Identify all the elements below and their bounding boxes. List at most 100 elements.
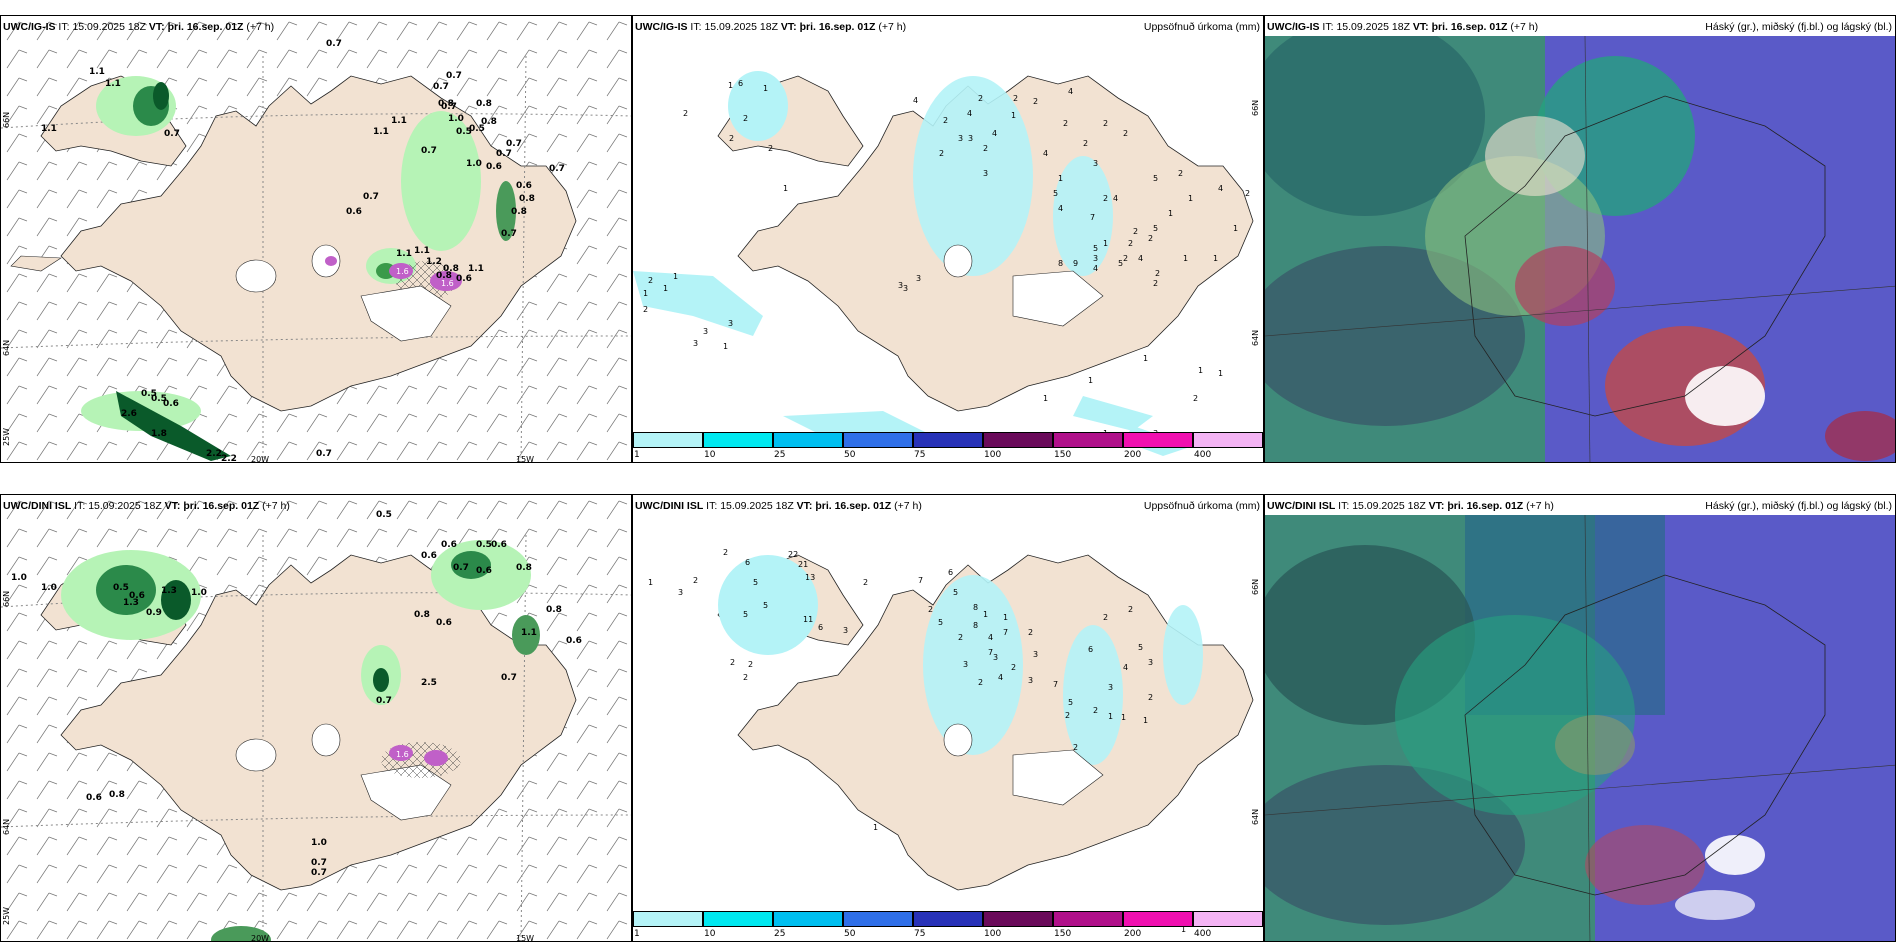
svg-text:5: 5 [938,618,943,627]
svg-text:0.7: 0.7 [433,82,449,92]
svg-text:1.6: 1.6 [396,267,409,276]
svg-text:0.6: 0.6 [491,540,507,550]
svg-text:3: 3 [678,588,683,597]
svg-text:4: 4 [988,633,993,642]
svg-text:0.7: 0.7 [311,868,327,878]
svg-text:0.7: 0.7 [501,673,517,683]
panel-title: Háský (gr.), miðský (fj.bl.) og lágský (… [1705,21,1892,33]
svg-text:1.3: 1.3 [161,586,177,596]
svg-text:5: 5 [1153,174,1158,183]
svg-text:0.7: 0.7 [441,102,457,112]
panel-header: UWC/DINI ISL IT: 15.09.2025 18Z VT: þri.… [635,500,922,512]
svg-text:7: 7 [1090,213,1095,222]
svg-text:64N: 64N [1251,330,1260,346]
precip-value-labels: 1.1 1.1 1.1 0.7 0.7 0.7 0.7 0.8 1.1 1.1 … [41,39,565,463]
svg-text:2: 2 [1153,279,1158,288]
svg-text:2: 2 [683,109,688,118]
svg-text:2: 2 [730,658,735,667]
svg-text:2: 2 [1093,706,1098,715]
svg-text:2: 2 [1148,693,1153,702]
svg-text:2: 2 [1123,254,1128,263]
svg-text:2: 2 [1123,129,1128,138]
svg-text:8: 8 [973,603,978,612]
svg-text:1.6: 1.6 [396,750,409,759]
colorbar-tick: 200 [1124,929,1142,939]
svg-text:1: 1 [1088,376,1093,385]
colorbar-tick: 75 [914,450,926,460]
panel-title: Uppsöfnuð úrkoma (mm) [1143,21,1260,33]
svg-text:0.5: 0.5 [151,394,167,404]
svg-text:3: 3 [1033,650,1038,659]
svg-text:0.5: 0.5 [113,583,129,593]
svg-text:2: 2 [1063,119,1068,128]
svg-text:0.5: 0.5 [141,389,157,399]
svg-text:66N: 66N [1251,579,1260,595]
svg-text:66N: 66N [2,591,11,607]
svg-text:2: 2 [748,660,753,669]
svg-text:0.8: 0.8 [476,99,492,109]
svg-text:2: 2 [1128,605,1133,614]
svg-text:0.6: 0.6 [436,618,452,628]
svg-text:0.5: 0.5 [469,124,485,134]
svg-text:0.5: 0.5 [476,540,492,550]
svg-text:0.8: 0.8 [443,264,459,274]
cloud-cover-map [1265,515,1895,941]
panel-top-mid-accum-precip: UWC/IG-IS IT: 15.09.2025 18Z VT: þri. 16… [632,15,1264,463]
svg-text:0.9: 0.9 [146,608,162,618]
svg-text:7: 7 [988,648,993,657]
svg-text:2: 2 [723,548,728,557]
svg-text:2: 2 [978,94,983,103]
panel-header: UWC/IG-IS IT: 15.09.2025 18Z VT: þri. 16… [635,21,907,33]
svg-text:2: 2 [648,276,653,285]
svg-text:2.5: 2.5 [421,678,437,688]
svg-text:2: 2 [1178,169,1183,178]
colorbar-tick: 10 [704,450,716,460]
svg-text:1: 1 [663,284,668,293]
colorbar-cell [983,432,1053,448]
svg-text:3: 3 [993,653,998,662]
svg-text:0.7: 0.7 [311,858,327,868]
svg-text:0.8: 0.8 [109,790,125,800]
svg-text:0.6: 0.6 [441,540,457,550]
precip-colorbar: 1 10 25 50 75 100 150 200 400 [633,432,1263,462]
svg-text:2: 2 [943,116,948,125]
svg-text:3: 3 [1108,683,1113,692]
svg-text:2: 2 [693,576,698,585]
accum-precip-map: 2 6 1 1 2 2 2 1 4 2 2 4 2 1 2 2 4 2 3 4 … [633,71,1260,456]
svg-text:5: 5 [753,578,758,587]
svg-text:2: 2 [1011,663,1016,672]
colorbar-cell [843,432,913,448]
panel-bot-left-precip-wind: UWC/DINI ISL IT: 15.09.2025 18Z VT: þri.… [0,494,632,942]
svg-text:3: 3 [1093,159,1098,168]
svg-text:2.2: 2.2 [206,449,222,459]
colorbar-tick: 150 [1054,929,1072,939]
panel-bot-right-clouds: UWC/DINI ISL IT: 15.09.2025 18Z VT: þri.… [1264,494,1896,942]
accum-value-labels: 2 6 1 1 2 2 2 1 4 2 2 4 2 1 2 2 4 2 3 4 … [643,79,1250,438]
svg-text:4: 4 [1138,254,1143,263]
panel-header: UWC/DINI ISL IT: 15.09.2025 18Z VT: þri.… [3,500,290,512]
svg-text:0.8: 0.8 [414,610,430,620]
panel-header: UWC/IG-IS IT: 15.09.2025 18Z VT: þri. 16… [1267,21,1539,33]
svg-text:4: 4 [913,96,918,105]
panel-header: UWC/IG-IS IT: 15.09.2025 18Z VT: þri. 16… [3,21,275,33]
svg-text:0.6: 0.6 [476,566,492,576]
svg-text:2: 2 [1013,94,1018,103]
accum-precip-map: 2 1 3 2 6 5 22 21 13 5 11 6 3 5 2 2 2 2 … [648,548,1260,934]
colorbar-tick: 100 [984,450,1002,460]
svg-text:1: 1 [1188,194,1193,203]
svg-text:4: 4 [1123,663,1128,672]
svg-text:1.2: 1.2 [426,257,442,267]
svg-text:64N: 64N [2,819,11,835]
svg-text:2: 2 [743,114,748,123]
svg-text:1: 1 [643,289,648,298]
svg-text:4: 4 [992,129,997,138]
svg-text:64N: 64N [2,340,11,356]
svg-text:15W: 15W [516,455,534,463]
svg-text:0.6: 0.6 [566,636,582,646]
svg-text:2.2: 2.2 [221,454,237,463]
svg-text:1: 1 [728,81,733,90]
svg-text:1: 1 [1181,925,1186,934]
svg-text:1: 1 [983,610,988,619]
svg-text:1.6: 1.6 [441,279,454,288]
svg-text:0.6: 0.6 [486,162,502,172]
